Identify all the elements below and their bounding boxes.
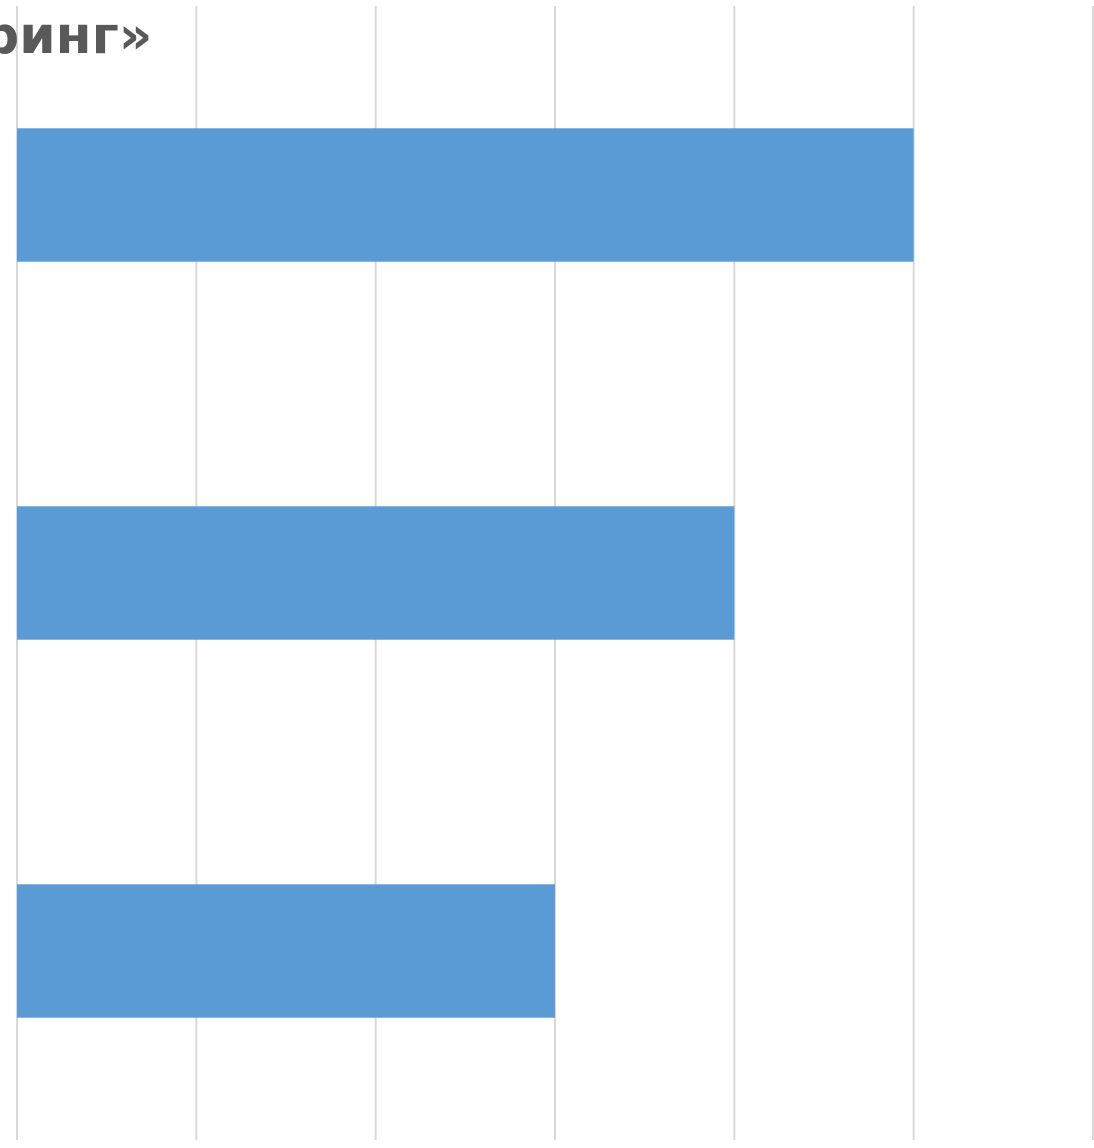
bar-1: [17, 128, 914, 262]
bar-3: [17, 884, 555, 1018]
bar-2: [17, 506, 735, 640]
chart-title: ринг»: [0, 6, 153, 66]
bars: [17, 128, 914, 1018]
